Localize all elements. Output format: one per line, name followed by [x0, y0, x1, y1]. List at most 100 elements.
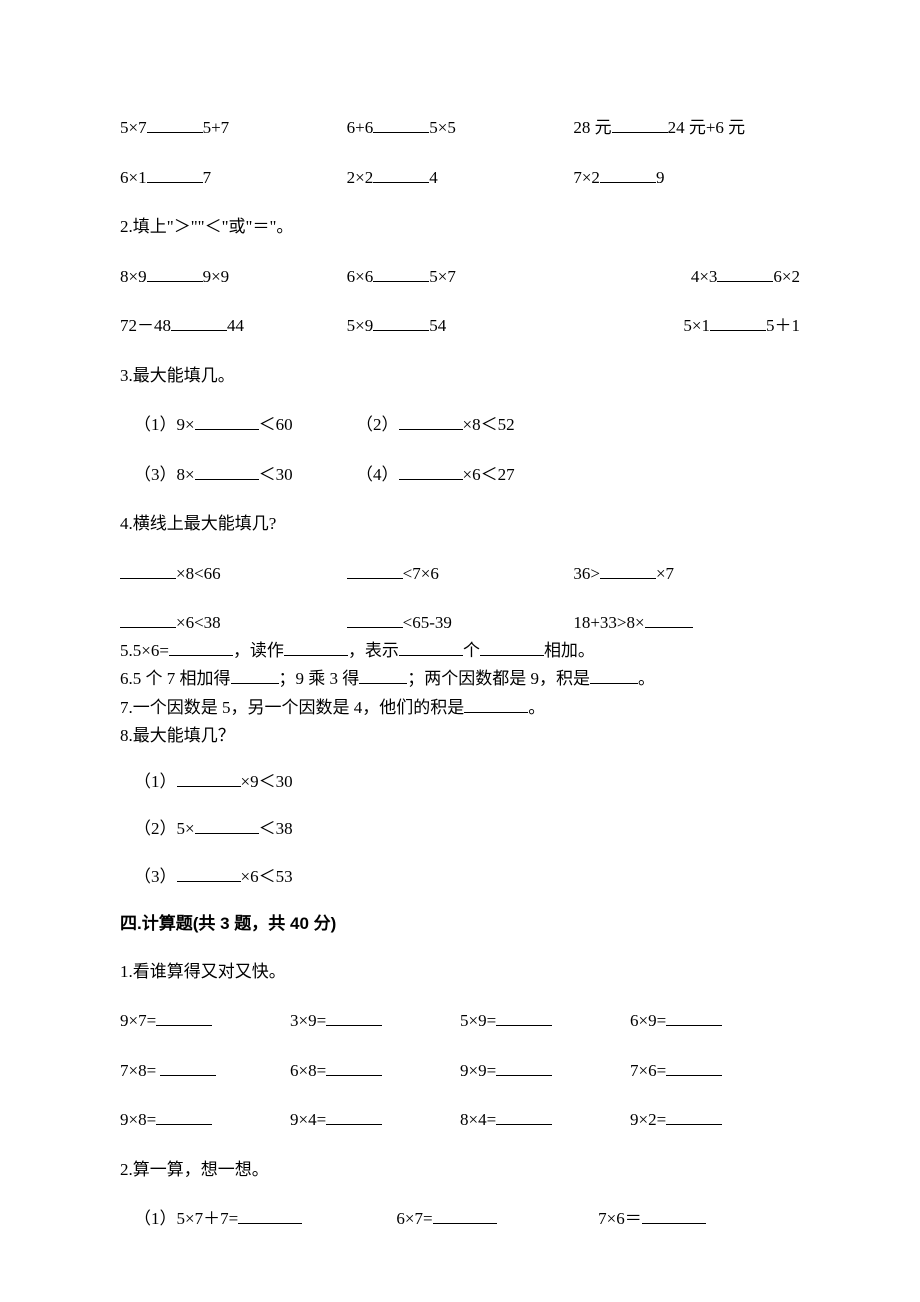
text: 4: [429, 168, 438, 187]
blank: [600, 562, 656, 579]
text: 9×7=: [120, 1011, 156, 1030]
sec4-p2-r1: （1）5×7＋7= 6×7= 7×6＝: [120, 1206, 800, 1232]
blank: [326, 1009, 382, 1026]
blank: [326, 1108, 382, 1125]
blank: [160, 1059, 216, 1076]
blank: [373, 166, 429, 183]
cell: 9×4=: [290, 1107, 460, 1133]
cell: 6×8=: [290, 1058, 460, 1084]
blank: [120, 611, 176, 628]
text: 7×6＝: [598, 1209, 642, 1228]
text: （1）5×7＋7=: [134, 1209, 238, 1228]
cell: 7×8=: [120, 1058, 290, 1084]
text: 5.5×6=: [120, 641, 169, 660]
blank: [147, 265, 203, 282]
text: 6×7=: [396, 1209, 432, 1228]
text: 24 元+6 元: [668, 118, 746, 137]
blank: [666, 1059, 722, 1076]
text: 6.5 个 7 相加得: [120, 669, 231, 688]
text: 3×9=: [290, 1011, 326, 1030]
q2-r1-a: 8×99×9: [120, 264, 347, 290]
blank: [373, 265, 429, 282]
q4-r2-a: ×6<38: [120, 610, 347, 636]
q3-r1-b: （2）×8＜52: [356, 412, 578, 438]
text: ＜60: [259, 415, 293, 434]
sec4-p1-r2: 7×8= 6×8= 9×9= 7×6=: [120, 1058, 800, 1084]
blank: [464, 696, 528, 713]
text: 个: [463, 641, 480, 660]
q2-label: 2.填上"＞""＜"或"＝"。: [120, 214, 800, 240]
q5-line: 5.5×6= ，读作 ，表示 个 相加。: [120, 638, 800, 664]
text: 7×8=: [120, 1061, 156, 1080]
text: （1）: [134, 772, 177, 791]
text: ×8<66: [176, 564, 221, 583]
q1-row1: 5×75+7 6+65×5 28 元24 元+6 元: [120, 115, 800, 141]
q3-row1: （1）9× ＜60 （2）×8＜52: [120, 412, 800, 438]
q1-r1-b: 6+65×5: [347, 115, 574, 141]
blank: [326, 1059, 382, 1076]
text: 72－48: [120, 316, 171, 335]
cell: 6×9=: [630, 1008, 800, 1034]
blank: [347, 611, 403, 628]
text: 4×3: [691, 267, 718, 286]
blank: [496, 1108, 552, 1125]
sec4-p1-r1: 9×7= 3×9= 5×9= 6×9=: [120, 1008, 800, 1034]
q4-r1-b: <7×6: [347, 561, 574, 587]
q4-r1-a: ×8<66: [120, 561, 347, 587]
text: 6+6: [347, 118, 374, 137]
text: 9×2=: [630, 1110, 666, 1129]
text: 5×7: [120, 118, 147, 137]
blank: [238, 1207, 302, 1224]
text: 9×9=: [460, 1061, 496, 1080]
text: 9×8=: [120, 1110, 156, 1129]
blank: [359, 667, 407, 684]
blank: [373, 116, 429, 133]
blank: [496, 1059, 552, 1076]
text: 36>: [573, 564, 600, 583]
text: 6×8=: [290, 1061, 326, 1080]
blank: [399, 413, 463, 430]
q2-r1-c: 4×36×2: [573, 264, 800, 290]
q1-r2-c: 7×29: [573, 165, 800, 191]
text: ＜38: [259, 819, 293, 838]
q4-r1-c: 36>×7: [573, 561, 800, 587]
sec4-p1-r3: 9×8= 9×4= 8×4= 9×2=: [120, 1107, 800, 1133]
blank: [642, 1207, 706, 1224]
sec4-p1-label: 1.看谁算得又对又快。: [120, 959, 800, 985]
q2-row2: 72－48 44 5×954 5×15＋1: [120, 313, 800, 339]
blank: [717, 265, 773, 282]
q2-r2-c: 5×15＋1: [573, 313, 800, 339]
q7-line: 7.一个因数是 5，另一个因数是 4，他们的积是。: [120, 695, 800, 721]
text: 7×2: [573, 168, 600, 187]
text: （1）9×: [134, 415, 195, 434]
text: ，表示: [348, 641, 399, 660]
q2-row1: 8×99×9 6×65×7 4×36×2: [120, 264, 800, 290]
text: <7×6: [403, 564, 439, 583]
text: 相加。: [544, 641, 595, 660]
q3-row2: （3）8×＜30 （4）×6＜27: [120, 462, 800, 488]
text: 28 元: [573, 118, 611, 137]
blank: [347, 562, 403, 579]
blank: [666, 1009, 722, 1026]
blank: [177, 865, 241, 882]
text: ，读作: [233, 641, 284, 660]
sec4-head: 四.计算题(共 3 题，共 40 分): [120, 911, 800, 937]
text: 5×7: [429, 267, 456, 286]
q3-r2-b: （4）×6＜27: [356, 462, 578, 488]
q2-r2-b: 5×954: [347, 313, 574, 339]
text: 6×1: [120, 168, 147, 187]
cell: 9×7=: [120, 1008, 290, 1034]
sec4-p2-label: 2.算一算，想一想。: [120, 1157, 800, 1183]
text: 44: [227, 316, 244, 335]
text: （4）: [356, 465, 399, 484]
q3-r1-a: （1）9× ＜60: [134, 412, 356, 438]
blank: [399, 639, 463, 656]
text: 9×4=: [290, 1110, 326, 1129]
text: ；9 乘 3 得: [279, 669, 360, 688]
text: （3）: [134, 867, 177, 886]
text: 7: [203, 168, 212, 187]
cell: 6×7=: [396, 1206, 598, 1232]
text: 5×9: [347, 316, 374, 335]
cell: 3×9=: [290, 1008, 460, 1034]
q1-r1-c: 28 元 24 元+6 元: [573, 115, 800, 141]
